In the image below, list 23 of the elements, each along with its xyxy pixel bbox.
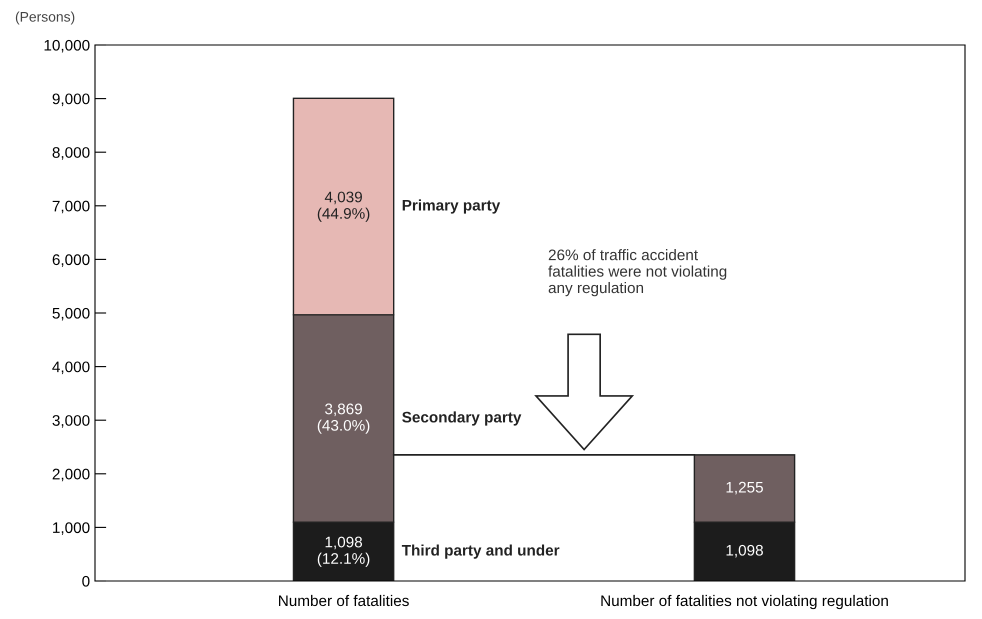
data-label: 4,039 (44.9%) xyxy=(318,192,370,222)
y-tick-label: 5,000 xyxy=(52,308,90,320)
y-tick-label: 0 xyxy=(82,576,90,587)
series-label: Primary party xyxy=(402,199,500,214)
data-label: 3,869 (43.0%) xyxy=(318,404,370,434)
y-tick-label: 3,000 xyxy=(52,415,90,428)
y-tick-label: 8,000 xyxy=(52,147,90,160)
y-tick-label: 9,000 xyxy=(52,93,90,106)
data-label: 1,098 (12.1%) xyxy=(318,536,370,567)
data-label: 1,098 xyxy=(726,544,763,558)
y-tick-label: 10,000 xyxy=(44,40,90,52)
y-tick-label: 6,000 xyxy=(52,254,90,267)
annotation: 26% of traffic accident fatalities were not violating any regulation xyxy=(548,249,726,296)
series-label: Third party and under xyxy=(402,544,560,559)
x-tick-label: Number of fatalities not violating regulation xyxy=(601,594,888,610)
y-tick-label: 4,000 xyxy=(52,361,90,374)
series-label: Secondary party xyxy=(402,411,522,426)
y-tick-label: 1,000 xyxy=(53,522,90,535)
y-axis-title: (Persons) xyxy=(16,12,74,24)
data-label: 1,255 xyxy=(726,482,763,494)
y-tick-label: 2,000 xyxy=(52,468,90,482)
x-tick-label: Number of fatalities xyxy=(279,594,409,606)
y-tick-label: 7,000 xyxy=(52,200,90,214)
